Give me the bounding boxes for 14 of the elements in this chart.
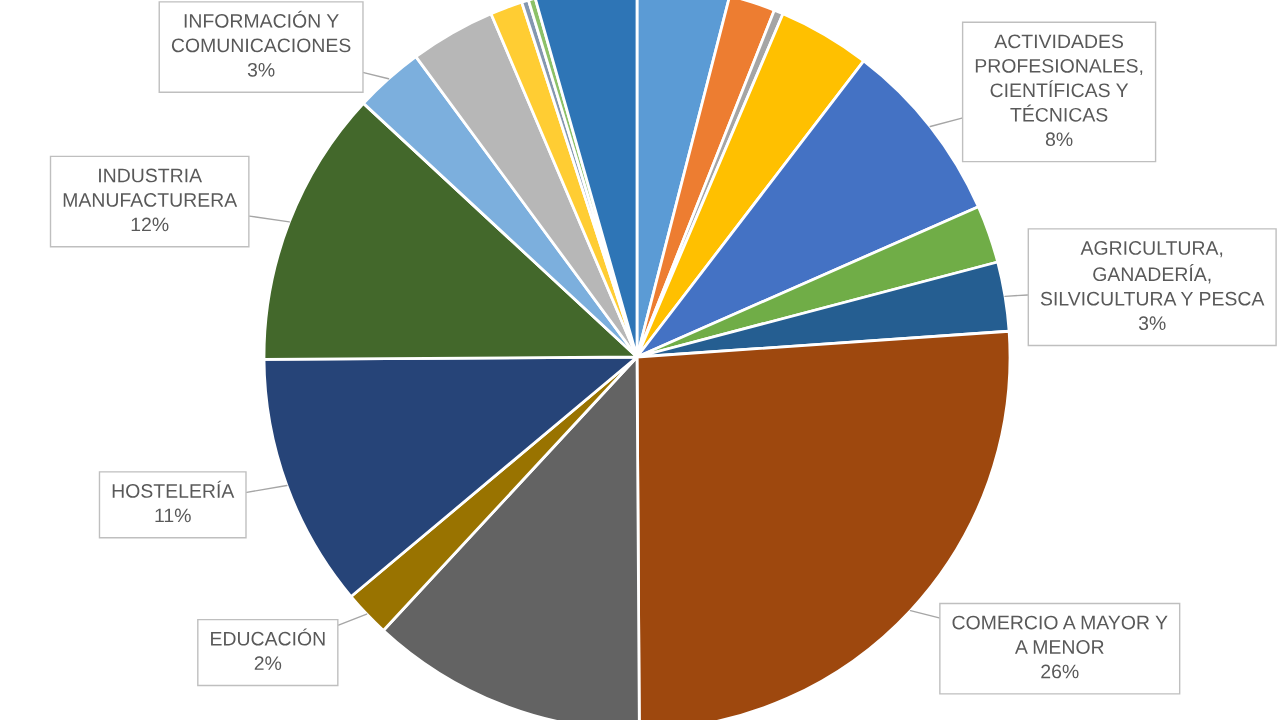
slice-label: INFORMACIÓN Y COMUNICACIONES xyxy=(171,10,351,53)
slice-label: COMERCIO A MAYOR Y A MENOR xyxy=(952,615,1168,654)
data-label: 11% xyxy=(155,508,191,523)
slice-label: EDUCACIÓN xyxy=(211,628,325,646)
data-label: 3% xyxy=(247,62,275,77)
data-label: 26% xyxy=(1041,664,1079,679)
slice-label: HOSTELERÍA xyxy=(112,480,235,498)
slice-label: INDUSTRIA MANUFACTURERA xyxy=(63,168,238,207)
data-label: 3% xyxy=(1138,316,1166,331)
data-label: 12% xyxy=(131,217,169,232)
slice-label: AGRICULTURA, GANADERÍA, SILVICULTURA Y PESCA xyxy=(1040,241,1265,306)
slice-label: ACTIVIDADES PROFESIONALES, CIENTÍFICAS Y TÉCNICAS xyxy=(975,34,1143,122)
data-label: 8% xyxy=(1045,132,1073,147)
data-label: 2% xyxy=(254,656,282,670)
